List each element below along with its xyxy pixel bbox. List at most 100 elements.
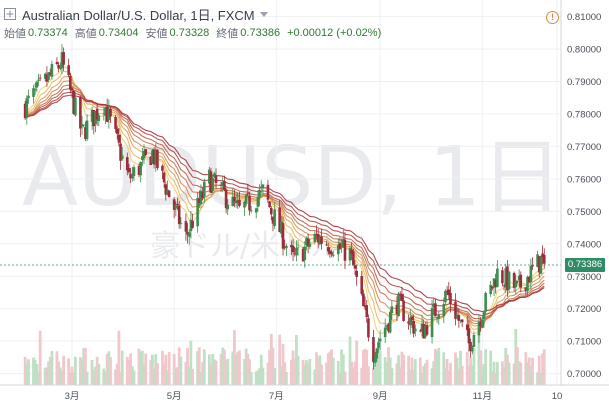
candle-body: [69, 75, 72, 90]
candle-body: [27, 95, 30, 99]
candle-body: [60, 52, 64, 69]
price-axis[interactable]: 0.81000 0.80000 0.79000 0.78000 0.77000 0.760…: [567, 12, 601, 380]
volume-bar: [372, 367, 375, 385]
volume-bar: [33, 359, 37, 385]
candle-body: [537, 256, 541, 273]
chart-title[interactable]: Australian Dollar/U.S. Dollar, 1日, FXCM: [22, 7, 255, 23]
candle-body: [176, 203, 179, 205]
candle-body: [373, 357, 377, 363]
candle-body: [355, 270, 358, 277]
volume-bar: [348, 336, 352, 385]
time-tick-label: 7月: [269, 391, 284, 402]
candle-body: [514, 280, 518, 288]
volume-bar: [48, 356, 52, 385]
volume-bar: [199, 371, 203, 385]
volume-bar: [315, 352, 318, 385]
volume-bar: [167, 351, 171, 385]
chevron-down-icon[interactable]: [259, 11, 268, 17]
candle-body: [226, 204, 230, 210]
candle-body: [388, 312, 392, 333]
time-axis[interactable]: 3月 5月 7月 9月 11月 10: [65, 391, 563, 402]
volume-bar: [469, 356, 472, 385]
volume-bar: [164, 354, 168, 385]
candle-body: [70, 87, 74, 91]
candle-body: [350, 249, 353, 254]
price-tick-label: 0.74000: [567, 239, 601, 250]
candle-body: [139, 162, 142, 176]
candle-body: [125, 157, 129, 171]
candle-body: [129, 173, 132, 179]
candle-body: [249, 210, 253, 212]
volume-bar: [442, 352, 446, 385]
volume-bar: [454, 352, 457, 385]
volume-bar: [527, 357, 531, 385]
candle-body: [305, 238, 308, 246]
time-tick-label: 3月: [65, 391, 80, 402]
volume-bar: [95, 357, 99, 385]
candle-body: [306, 238, 310, 247]
volume-bar: [449, 362, 452, 385]
candle-body: [258, 189, 261, 198]
price-tick-label: 0.71000: [567, 337, 601, 348]
volume-bar: [325, 362, 328, 385]
candle-body: [214, 175, 218, 184]
volume-bars: [23, 326, 546, 385]
volume-bar: [62, 355, 66, 385]
open-value: 0.73374: [28, 27, 68, 39]
candle-body: [424, 325, 427, 337]
candle-body: [398, 293, 402, 296]
volume-bar: [58, 367, 62, 385]
volume-bar: [506, 354, 509, 385]
candle-body: [236, 200, 240, 202]
candle-body: [479, 322, 482, 326]
candlesticks: [23, 44, 546, 370]
volume-bar: [529, 366, 533, 385]
candle-body: [491, 286, 494, 289]
candle-body: [62, 52, 65, 65]
volume-bar: [279, 366, 283, 385]
volume-bar: [479, 350, 483, 385]
candle-body: [244, 194, 248, 204]
volume-bar: [94, 366, 97, 385]
price-tick-label: 0.73000: [567, 272, 601, 283]
volume-bar: [37, 372, 40, 385]
candle-body: [166, 189, 169, 195]
volume-bar: [259, 354, 263, 385]
volume-bar: [373, 356, 377, 385]
volume-bar: [512, 363, 516, 385]
volume-bar: [398, 367, 402, 385]
candle-body: [477, 321, 481, 336]
high-label: 高値: [74, 28, 97, 40]
candle-body: [283, 246, 286, 248]
candle-body: [201, 192, 204, 199]
candle-body: [338, 243, 342, 249]
candle-body: [442, 303, 446, 317]
chart-title-bar[interactable]: Australian Dollar/U.S. Dollar, 1日, FXCM: [4, 5, 268, 23]
exclamation-icon[interactable]: !: [546, 11, 559, 24]
candle-body: [340, 246, 343, 248]
candle-body: [187, 232, 191, 237]
volume-bar: [430, 368, 434, 385]
volume-bar: [378, 351, 382, 385]
candle-body: [189, 219, 193, 232]
candle-body: [367, 318, 370, 338]
candle-body: [197, 198, 201, 204]
price-tick-label: 0.81000: [567, 12, 601, 23]
time-tick-label: 11月: [473, 391, 492, 402]
volume-bar: [261, 367, 265, 385]
expand-icon[interactable]: [4, 8, 16, 20]
candle-body: [430, 308, 434, 338]
volume-bar: [514, 328, 518, 385]
volume-bar: [361, 350, 365, 385]
volume-bar: [268, 349, 272, 385]
volume-bar: [209, 364, 213, 385]
candle-body: [531, 264, 534, 267]
candle-body: [529, 265, 533, 283]
candle-body: [541, 253, 544, 258]
volume-bar: [408, 369, 412, 385]
candle-body: [469, 342, 472, 352]
volume-bar: [305, 360, 308, 385]
volume-bar: [179, 356, 183, 385]
candle-body: [432, 304, 436, 308]
